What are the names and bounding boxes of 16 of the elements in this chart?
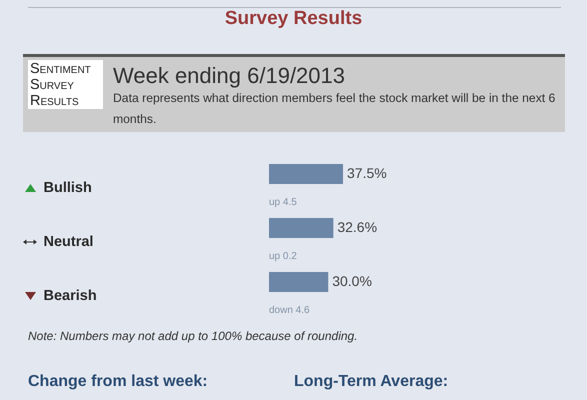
text: Change from last week: — [28, 372, 208, 392]
annotation: up 0.2 — [269, 251, 298, 262]
y-tick-label: Bearish — [44, 288, 97, 304]
text: Data represents what direction members feel the stock market will be in the next 6 months. — [113, 90, 556, 128]
chart-title: Survey Results — [224, 8, 364, 30]
y-tick-label: Bullish — [44, 180, 92, 196]
text: Long-Term Average: — [294, 372, 448, 392]
text: Sentiment Survey Results — [28, 60, 103, 109]
data-label: 30.0% — [332, 273, 372, 289]
annotation: down 4.6 — [269, 305, 310, 316]
data-label: 32.6% — [337, 219, 378, 235]
annotation: up 4.5 — [269, 197, 298, 208]
data-label: 37.5% — [347, 165, 387, 181]
y-tick-label: Neutral — [44, 234, 94, 250]
text: Note: Numbers may not add up to 100% because of rounding. — [28, 328, 358, 344]
chart-subtitle: Week ending 6/19/2013 — [113, 62, 345, 90]
